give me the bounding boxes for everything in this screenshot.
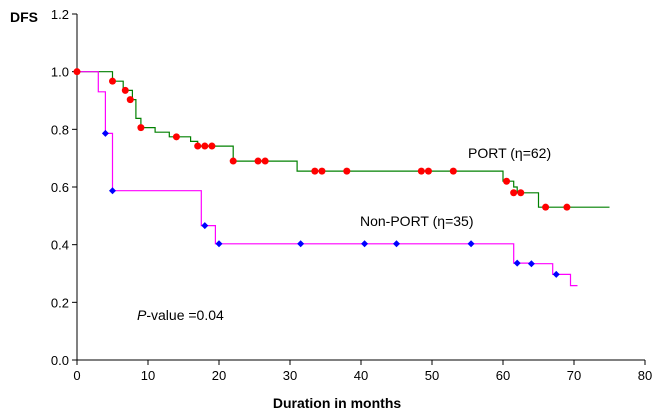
censor-marker-non-port bbox=[215, 240, 223, 248]
x-tick-label: 0 bbox=[73, 368, 80, 383]
censor-marker-port bbox=[417, 167, 425, 175]
censor-marker-non-port bbox=[201, 222, 209, 230]
censor-marker-port bbox=[201, 142, 209, 150]
series-line-non-port bbox=[77, 71, 578, 287]
censor-marker-non-port bbox=[361, 240, 369, 248]
censor-marker-non-port bbox=[101, 129, 109, 137]
y-tick-label: 0.6 bbox=[51, 180, 69, 195]
x-tick-label: 10 bbox=[141, 368, 155, 383]
censor-marker-port bbox=[121, 86, 129, 94]
series-lines bbox=[77, 71, 610, 287]
p-value-annotation: P-value =0.04 bbox=[137, 307, 224, 323]
y-tick-label: 0.4 bbox=[51, 238, 69, 253]
x-tick-label: 70 bbox=[567, 368, 581, 383]
censor-marker-port bbox=[254, 157, 262, 165]
censor-marker-port bbox=[109, 77, 116, 85]
x-tick-label: 80 bbox=[638, 368, 652, 383]
censor-marker-port bbox=[449, 167, 457, 175]
censor-marker-port bbox=[137, 124, 145, 132]
censor-marker-port bbox=[503, 177, 511, 185]
series-label-port: PORT (η=62) bbox=[468, 145, 551, 161]
censor-marker-port bbox=[510, 189, 518, 197]
censor-marker-non-port bbox=[552, 270, 560, 278]
x-tick-label: 60 bbox=[496, 368, 510, 383]
x-ticks: 0 10 20 30 40 50 60 70 80 bbox=[73, 360, 652, 383]
x-axis-title: Duration in months bbox=[273, 395, 402, 411]
censor-marker-non-port bbox=[297, 240, 305, 248]
censor-marker-port bbox=[311, 167, 319, 175]
censor-marker-non-port bbox=[513, 259, 521, 267]
censor-marker-port bbox=[318, 167, 326, 175]
censor-marker-port bbox=[194, 142, 202, 150]
y-tick-label: 1.0 bbox=[51, 65, 69, 80]
p-value-text: -value =0.04 bbox=[146, 307, 224, 323]
censor-marker-port bbox=[73, 68, 81, 76]
censor-marker-non-port bbox=[393, 240, 400, 248]
x-tick-label: 50 bbox=[425, 368, 439, 383]
y-tick-label: 1.2 bbox=[51, 7, 69, 22]
censor-marker-port bbox=[126, 96, 134, 104]
censor-marker-port bbox=[208, 142, 216, 150]
censor-marker-non-port bbox=[527, 260, 535, 268]
x-tick-label: 40 bbox=[354, 368, 368, 383]
y-ticks: 0.0 0.2 0.4 0.6 0.8 1.0 1.2 bbox=[51, 7, 77, 368]
censor-marker-port bbox=[517, 189, 525, 197]
y-tick-label: 0.8 bbox=[51, 122, 69, 137]
censor-marker-port bbox=[261, 157, 269, 165]
censor-marker-port bbox=[542, 203, 550, 211]
y-tick-label: 0.0 bbox=[51, 353, 69, 368]
y-tick-label: 0.2 bbox=[51, 295, 69, 310]
series-label-non-port: Non-PORT (η=35) bbox=[360, 213, 473, 229]
censor-marker-port bbox=[563, 203, 571, 211]
y-axis-title: DFS bbox=[10, 9, 38, 25]
series-line-port bbox=[77, 71, 610, 208]
censor-marker-port bbox=[424, 167, 432, 175]
censor-marker-port bbox=[229, 157, 237, 165]
censor-marker-non-port bbox=[109, 187, 116, 195]
series-markers bbox=[73, 68, 571, 278]
censor-marker-port bbox=[172, 133, 180, 141]
censor-marker-non-port bbox=[467, 240, 475, 248]
p-value-italic: P bbox=[137, 307, 147, 323]
censor-marker-port bbox=[343, 167, 351, 175]
x-tick-label: 20 bbox=[212, 368, 226, 383]
x-tick-label: 30 bbox=[283, 368, 297, 383]
